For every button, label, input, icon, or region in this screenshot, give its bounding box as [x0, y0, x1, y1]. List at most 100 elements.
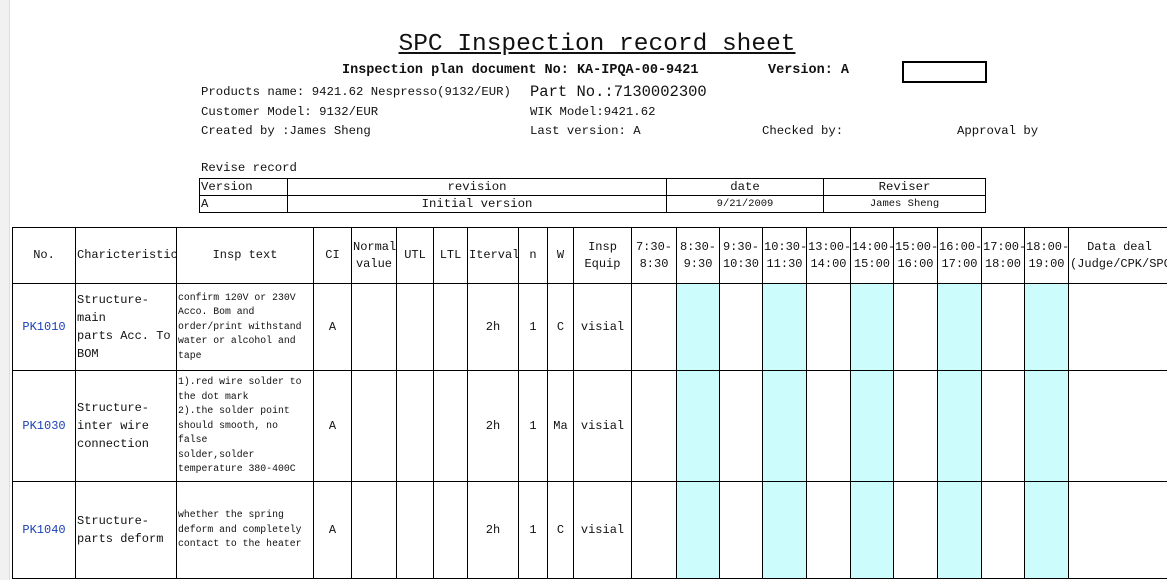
cell [433, 370, 468, 482]
column-header: 14:00- 15:00 [850, 227, 894, 284]
cell [351, 283, 397, 371]
cell-interval: 2h [467, 481, 519, 579]
column-header: n [518, 227, 548, 284]
column-header: UTL [396, 227, 434, 284]
cell [1024, 283, 1069, 371]
cell [676, 370, 720, 482]
cell-no: PK1010 [12, 283, 76, 371]
column-header: Data deal (Judge/CPK/SPC) [1068, 227, 1167, 284]
column-header: 15:00- 16:00 [893, 227, 938, 284]
revise-col-header: revision [287, 178, 667, 196]
cell-ci: A [313, 283, 352, 371]
version: Version: A [768, 63, 850, 78]
cell [981, 283, 1025, 371]
cell-ci: A [313, 370, 352, 482]
window-edge [0, 0, 10, 580]
cell [1024, 481, 1069, 579]
column-header: Insp Equip [573, 227, 632, 284]
column-header: No. [12, 227, 76, 284]
data-row: PK1040 Structure- parts deform whether the… [12, 481, 1167, 579]
column-header: 8:30- 9:30 [676, 227, 720, 284]
column-header: Charicteristic [75, 227, 177, 284]
last-version: Last version: A [530, 124, 641, 138]
wik-model: WIK Model:9421.62 [530, 105, 656, 119]
data-row: PK1010 Structure-main parts Acc. To BOM co… [12, 283, 1167, 371]
cell-characteristic: Structure- inter wire connection [75, 370, 177, 482]
customer-model: Customer Model: 9132/EUR [201, 105, 379, 119]
cell-n: 1 [518, 481, 548, 579]
cell-insp-text: whether the spring deform and completely… [176, 481, 314, 579]
column-header: 7:30- 8:30 [631, 227, 677, 284]
cell [937, 481, 982, 579]
cell [806, 283, 851, 371]
cell-equip: visial [573, 481, 632, 579]
cell [893, 370, 938, 482]
cell-no: PK1040 [12, 481, 76, 579]
cell [1068, 370, 1167, 482]
approval-by: Approval by [957, 124, 1039, 138]
part-no: Part No.:7130002300 [530, 83, 707, 101]
cell-insp-text: 1).red wire solder to the dot mark 2).th… [176, 370, 314, 482]
cell [719, 370, 763, 482]
cell [762, 481, 807, 579]
cell-ci: A [313, 481, 352, 579]
revise-col-header: Version [199, 178, 288, 196]
column-header: 18:00- 19:00 [1024, 227, 1069, 284]
revise-row: A Initial version 9/21/2009 James Sheng [199, 195, 986, 213]
cell-w: C [547, 283, 574, 371]
cell [893, 481, 938, 579]
column-header: 9:30- 10:30 [719, 227, 763, 284]
cell [937, 283, 982, 371]
cell [981, 481, 1025, 579]
cell [937, 370, 982, 482]
cell [806, 481, 851, 579]
cell [1068, 283, 1167, 371]
revise-col-header: date [666, 178, 824, 196]
column-header: LTL [433, 227, 468, 284]
revise-cell: 9/21/2009 [666, 195, 824, 213]
revise-header: Version revision date Reviser [199, 178, 986, 196]
cell [631, 370, 677, 482]
column-header: 10:30- 11:30 [762, 227, 807, 284]
cell [631, 481, 677, 579]
column-header: Normal value [351, 227, 397, 284]
revise-table: Version revision date Reviser A Initial versi… [199, 178, 986, 213]
cell [396, 370, 434, 482]
revise-title: Revise record [201, 161, 297, 175]
cell [981, 370, 1025, 482]
column-header: CI [313, 227, 352, 284]
created-by: Created by :James Sheng [201, 124, 371, 138]
cell [719, 283, 763, 371]
cell-insp-text: confirm 120V or 230V Acco. Bom and order… [176, 283, 314, 371]
cell [396, 481, 434, 579]
products-name: Products name: 9421.62 Nespresso(9132/EU… [201, 85, 511, 99]
revise-col-header: Reviser [823, 178, 986, 196]
cell [351, 370, 397, 482]
cell-no: PK1030 [12, 370, 76, 482]
cell [351, 481, 397, 579]
checked-by: Checked by: [762, 124, 844, 138]
revise-cell: Initial version [287, 195, 667, 213]
cell-equip: visial [573, 283, 632, 371]
box [902, 61, 987, 83]
cell-characteristic: Structure- parts deform [75, 481, 177, 579]
cell [433, 283, 468, 371]
cell-characteristic: Structure-main parts Acc. To BOM [75, 283, 177, 371]
cell-w: C [547, 481, 574, 579]
sheet-title: SPC Inspection record sheet [398, 31, 796, 58]
cell [762, 370, 807, 482]
cell-interval: 2h [467, 370, 519, 482]
document-line: Inspection plan document No: KA-IPQA-00-… [342, 63, 699, 78]
cell-interval: 2h [467, 283, 519, 371]
cell [762, 283, 807, 371]
column-header: Insp text [176, 227, 314, 284]
cell-equip: visial [573, 370, 632, 482]
cell [631, 283, 677, 371]
column-header: 13:00- 14:00 [806, 227, 851, 284]
cell [850, 370, 894, 482]
column-header: W [547, 227, 574, 284]
cell [850, 283, 894, 371]
cell [719, 481, 763, 579]
data-row: PK1030 Structure- inter wire connection 1)… [12, 370, 1167, 482]
